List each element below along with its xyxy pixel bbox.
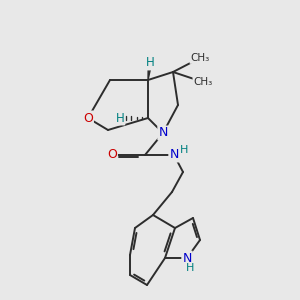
- Text: CH₃: CH₃: [194, 77, 213, 87]
- Polygon shape: [148, 63, 152, 80]
- Text: CH₃: CH₃: [190, 53, 210, 63]
- Text: H: H: [146, 56, 154, 70]
- Text: H: H: [116, 112, 124, 124]
- Text: O: O: [107, 148, 117, 161]
- Text: N: N: [169, 148, 179, 161]
- Text: N: N: [158, 127, 168, 140]
- Text: H: H: [180, 145, 188, 155]
- Text: H: H: [186, 263, 194, 273]
- Text: O: O: [83, 112, 93, 124]
- Text: N: N: [182, 251, 192, 265]
